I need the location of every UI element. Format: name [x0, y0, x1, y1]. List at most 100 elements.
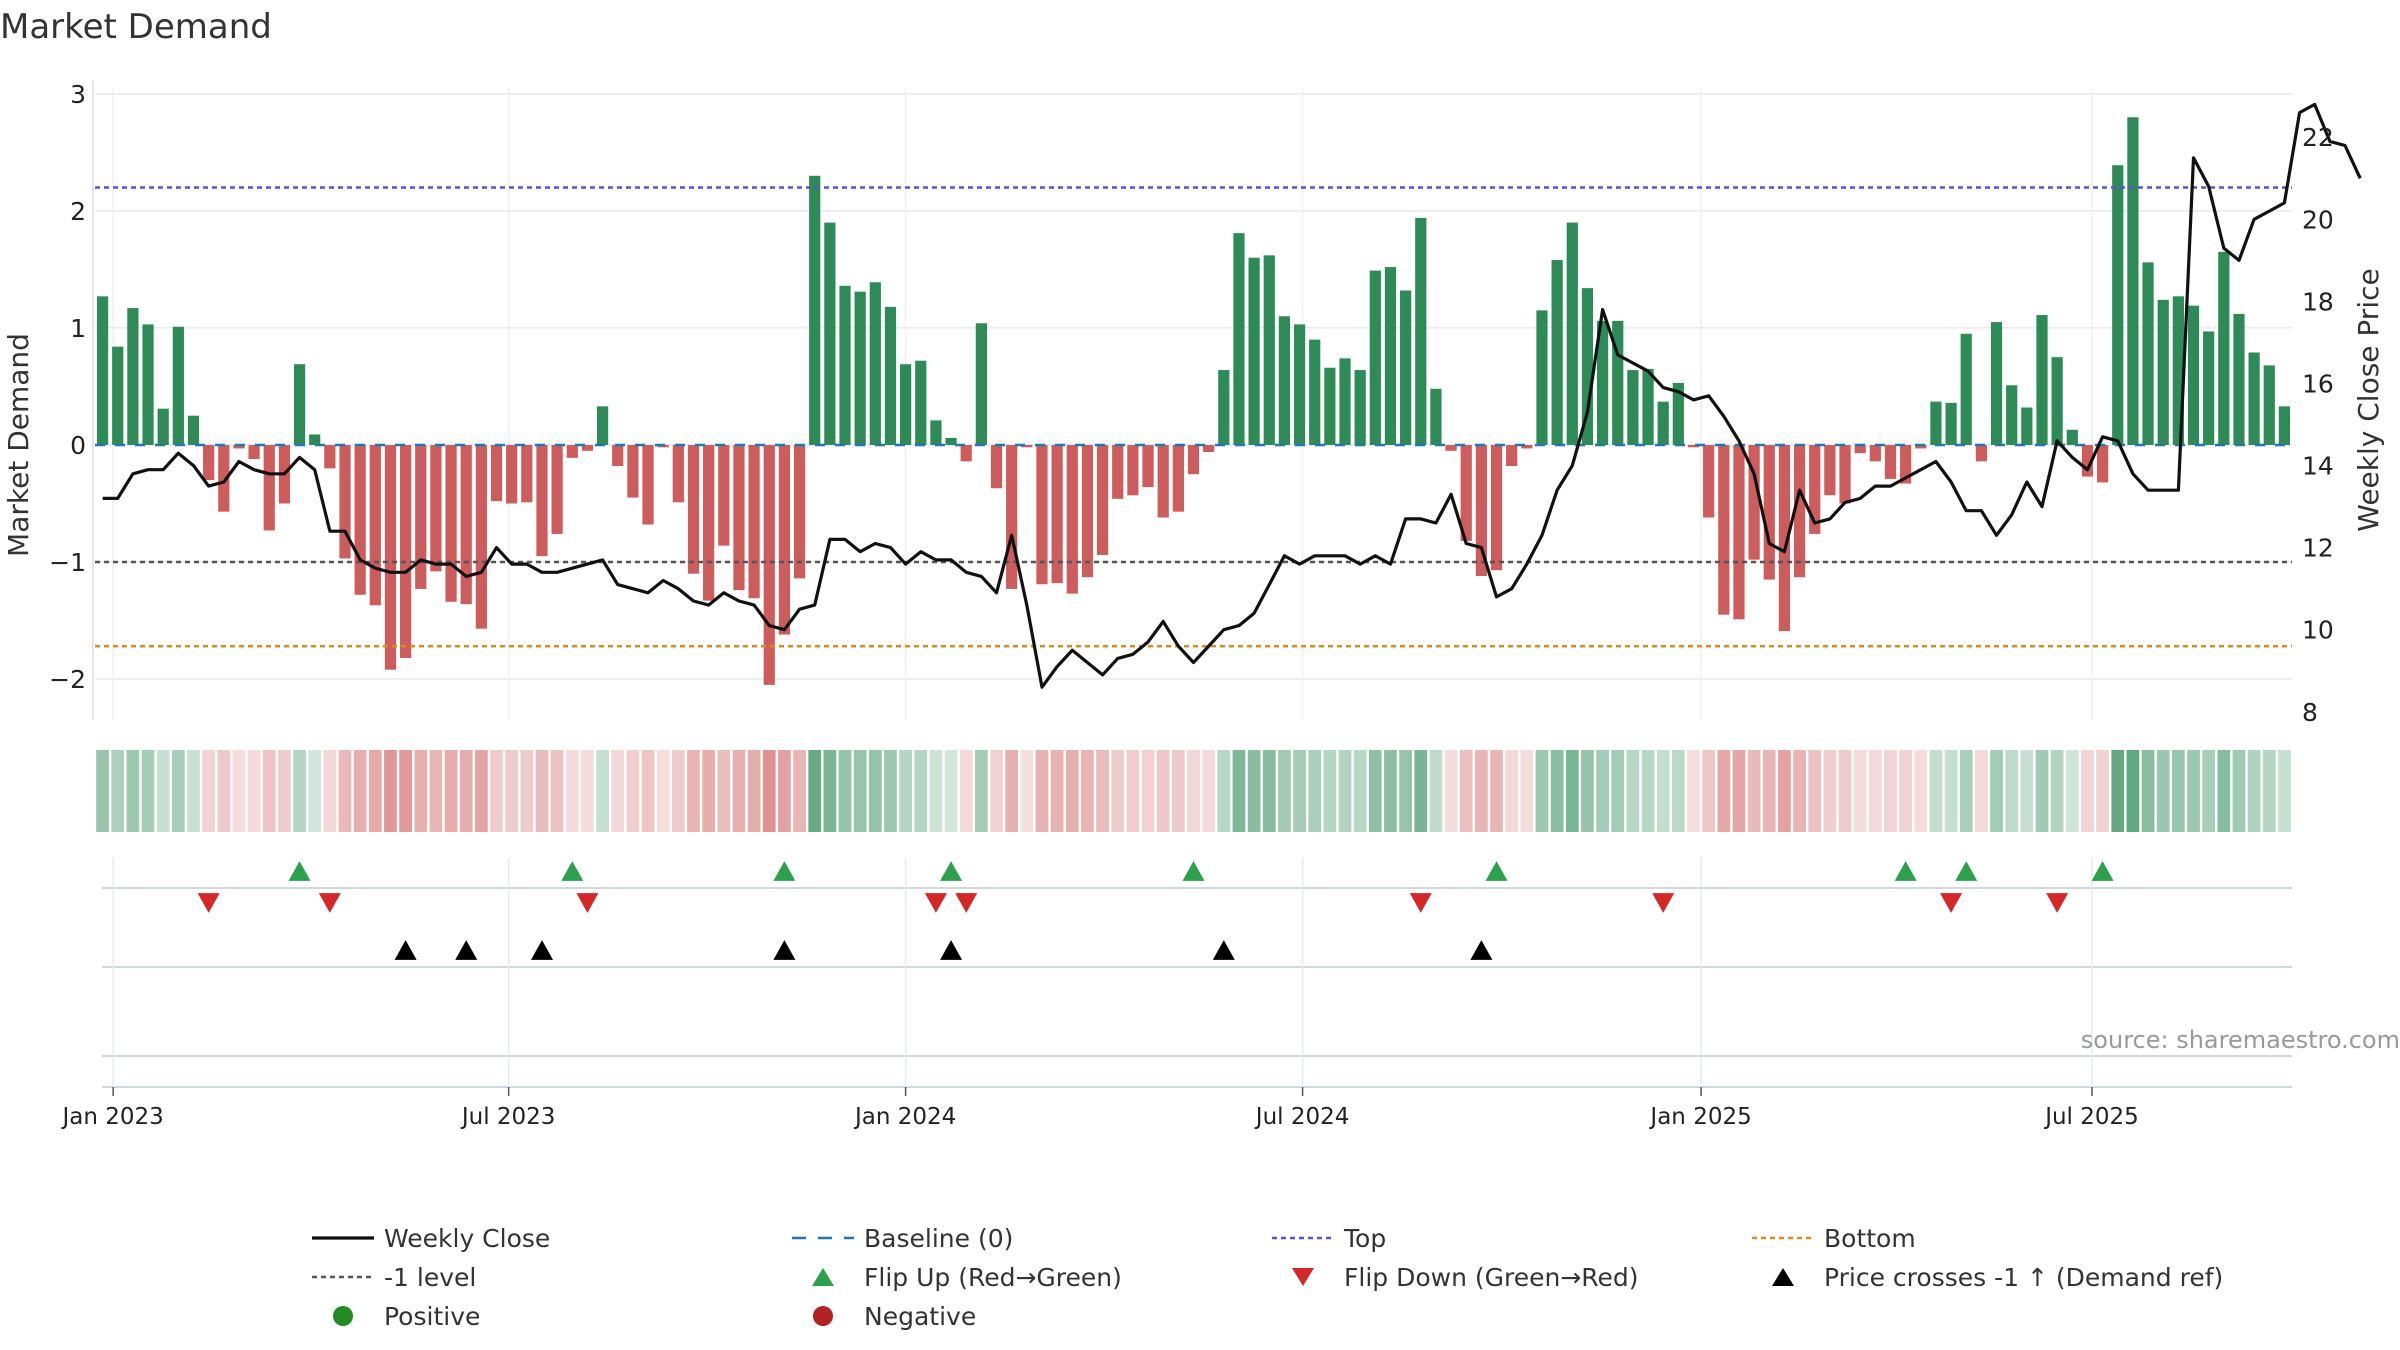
x-tick-label: Jan 2024 [853, 1104, 956, 1130]
strip-cell [414, 750, 428, 832]
strip-cell [1944, 750, 1958, 832]
strip-cell [884, 750, 897, 832]
flip-up-marker [940, 861, 963, 881]
y2-tick-label: 14 [2302, 452, 2334, 481]
strip-cell [641, 750, 655, 832]
demand-bar [960, 444, 972, 462]
strip-cell [505, 750, 519, 832]
demand-bar [248, 444, 260, 460]
demand-bar [687, 444, 700, 574]
strip-cell [2217, 750, 2231, 832]
legend-label: Bottom [1824, 1224, 1916, 1253]
demand-bar [142, 324, 154, 445]
strip-cell [975, 750, 988, 832]
flip-down-marker [924, 893, 947, 913]
strip-cell [2081, 750, 2094, 832]
strip-cell [535, 750, 549, 832]
demand-bar [1915, 444, 1927, 449]
y-tick-label: 0 [70, 431, 86, 460]
demand-bar [703, 444, 715, 601]
y2-tick-label: 18 [2302, 287, 2334, 316]
demand-bar [2142, 262, 2154, 445]
legend-label: Top [1343, 1224, 1386, 1253]
strip-cell [111, 750, 125, 832]
demand-bar [1824, 444, 1836, 496]
strip-cell [2126, 750, 2140, 832]
strip-cell [1429, 750, 1443, 832]
demand-bar [1339, 358, 1351, 445]
strip-cell [96, 750, 109, 832]
strip-cell [1899, 750, 1912, 832]
y2-tick-label: 16 [2302, 369, 2334, 398]
demand-bar [384, 444, 397, 670]
demand-bar [900, 364, 912, 445]
flip-up-marker [773, 861, 796, 881]
strip-cell [596, 750, 609, 832]
y-tick-label: 1 [70, 314, 86, 343]
strip-cell [262, 750, 276, 832]
event-markers [102, 858, 2292, 1088]
flip-up-marker [1182, 861, 1205, 881]
demand-bar [1521, 444, 1533, 449]
strip-cell [126, 750, 140, 832]
demand-bar [945, 437, 957, 445]
strip-cell [156, 750, 170, 832]
y-tick-label: 3 [70, 80, 86, 109]
strip-cell [1262, 750, 1276, 832]
strip-cell [384, 750, 397, 832]
strip-cell [990, 750, 1003, 832]
strip-cell [1884, 750, 1897, 832]
strip-cell [1778, 750, 1791, 832]
strip-cell [1459, 750, 1473, 832]
demand-bar [1036, 444, 1048, 585]
chart-title: Market Demand [0, 7, 272, 47]
strip-cell [1732, 750, 1746, 832]
demand-bar [1096, 444, 1109, 555]
demand-bar [1369, 270, 1381, 445]
demand-bar [612, 444, 624, 467]
strip-cell [1520, 750, 1534, 832]
strip-cell [2035, 750, 2049, 832]
demand-bar [1763, 444, 1775, 580]
demand-bar [203, 444, 215, 481]
demand-bar [1263, 255, 1275, 445]
price-cross-marker [394, 940, 417, 960]
y-axis-label: Market Demand [2, 333, 35, 557]
y-tick-label: −2 [49, 665, 86, 694]
strip-cell [1414, 750, 1428, 832]
strip-cell [1171, 750, 1185, 832]
demand-bar [1809, 444, 1821, 534]
demand-bar [1006, 444, 1018, 589]
strip-cell [853, 750, 867, 832]
demand-bar [1081, 444, 1094, 578]
strip-cell [2232, 750, 2246, 832]
demand-bar [763, 444, 775, 685]
demand-bar [2233, 313, 2245, 445]
demand-bar [2081, 444, 2094, 477]
demand-bar [369, 444, 381, 606]
demand-bar [2006, 385, 2018, 445]
demand-bar [1657, 401, 1669, 445]
strip-cell [1126, 750, 1140, 832]
strip-cell [581, 750, 594, 832]
strip-cell [929, 750, 943, 832]
demand-bar [824, 222, 836, 445]
strip-cell [944, 750, 958, 832]
demand-bar [1718, 444, 1730, 615]
flip-down-marker [197, 893, 220, 913]
strip-cell [1550, 750, 1564, 832]
strip-cell [1141, 750, 1155, 832]
demand-bar [1748, 444, 1760, 560]
demand-bar [854, 291, 866, 445]
demand-bar [1551, 260, 1563, 445]
x-tick-label: Jan 2023 [61, 1104, 164, 1130]
y-tick-label: −1 [49, 548, 86, 577]
strip-cell [1278, 750, 1291, 832]
demand-bar [1793, 444, 1806, 578]
strip-cell [868, 750, 882, 832]
strip-cell [565, 750, 579, 832]
strip-cell [520, 750, 534, 832]
flip-up-marker [288, 861, 311, 881]
legend-label: Baseline (0) [864, 1224, 1013, 1253]
